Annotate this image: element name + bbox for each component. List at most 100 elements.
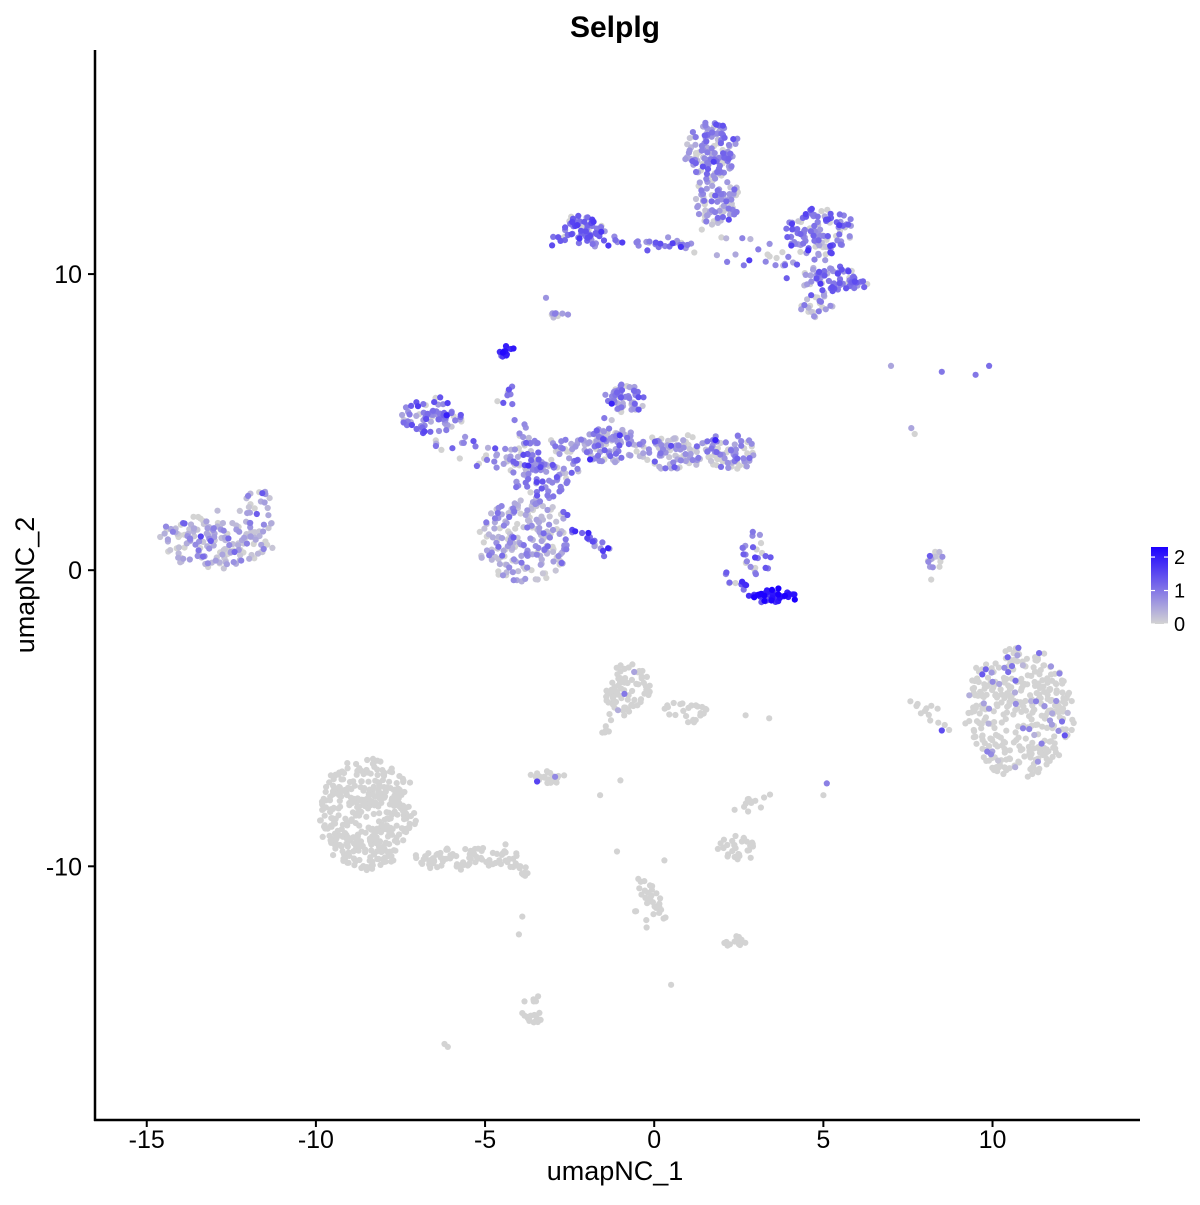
data-point bbox=[755, 246, 762, 253]
data-point bbox=[437, 854, 444, 861]
data-point bbox=[927, 717, 934, 724]
data-point bbox=[711, 150, 718, 157]
data-point bbox=[660, 915, 667, 922]
data-point bbox=[543, 574, 550, 582]
data-point bbox=[834, 270, 841, 277]
data-point bbox=[535, 544, 542, 552]
data-point bbox=[798, 306, 805, 313]
data-point bbox=[738, 438, 745, 445]
data-point bbox=[483, 519, 490, 526]
data-point bbox=[793, 261, 801, 268]
data-point bbox=[243, 540, 250, 547]
data-point bbox=[599, 539, 606, 546]
data-point bbox=[683, 713, 690, 720]
data-point bbox=[686, 147, 693, 154]
data-point bbox=[247, 524, 254, 531]
data-point bbox=[1005, 669, 1012, 676]
data-point bbox=[344, 765, 351, 772]
data-point bbox=[802, 271, 809, 278]
data-point bbox=[261, 499, 268, 506]
data-point bbox=[401, 788, 408, 796]
data-point bbox=[986, 362, 993, 369]
data-point bbox=[519, 1010, 526, 1017]
data-point bbox=[703, 218, 710, 225]
data-point bbox=[1055, 709, 1062, 716]
data-point bbox=[693, 461, 700, 468]
data-point bbox=[638, 675, 645, 682]
data-point bbox=[719, 214, 727, 221]
data-point bbox=[491, 525, 498, 532]
data-point bbox=[704, 438, 711, 445]
data-point bbox=[752, 571, 760, 578]
data-point bbox=[568, 469, 575, 476]
data-point bbox=[971, 677, 978, 685]
data-point bbox=[751, 594, 758, 601]
data-point bbox=[647, 894, 654, 902]
data-point bbox=[538, 537, 545, 545]
data-point bbox=[512, 525, 519, 532]
data-point bbox=[483, 452, 490, 459]
data-point bbox=[500, 522, 507, 529]
data-point bbox=[1039, 723, 1046, 730]
data-point bbox=[972, 733, 979, 740]
data-point bbox=[756, 531, 764, 539]
data-point bbox=[1000, 738, 1007, 745]
data-point bbox=[511, 500, 518, 507]
data-point bbox=[721, 455, 728, 462]
data-point bbox=[562, 536, 569, 543]
data-point bbox=[564, 311, 572, 318]
data-point bbox=[353, 760, 360, 768]
data-point bbox=[402, 404, 410, 411]
data-point bbox=[692, 134, 699, 141]
data-point bbox=[516, 430, 523, 437]
x-axis-ticks: -15 -10 -5 0 5 10 bbox=[129, 1120, 1006, 1154]
data-point bbox=[231, 548, 238, 556]
data-point bbox=[581, 218, 588, 225]
data-point bbox=[520, 542, 527, 549]
data-point bbox=[539, 570, 547, 577]
data-point bbox=[369, 858, 376, 865]
data-point bbox=[736, 853, 743, 860]
data-point bbox=[486, 552, 493, 559]
data-point bbox=[175, 554, 182, 561]
data-point bbox=[725, 141, 733, 149]
data-point bbox=[437, 394, 444, 401]
data-point bbox=[230, 559, 237, 566]
data-point bbox=[1028, 698, 1035, 705]
data-point bbox=[536, 524, 543, 532]
data-point bbox=[510, 577, 517, 584]
data-point bbox=[992, 741, 999, 748]
data-point bbox=[367, 770, 374, 777]
data-point bbox=[808, 205, 815, 212]
data-point bbox=[680, 444, 687, 451]
data-point bbox=[1012, 764, 1019, 771]
data-point bbox=[1026, 726, 1033, 733]
data-point bbox=[717, 140, 725, 147]
data-point bbox=[585, 440, 592, 447]
data-point bbox=[376, 846, 383, 853]
data-point bbox=[572, 528, 579, 535]
data-point bbox=[253, 510, 260, 518]
data-point bbox=[473, 853, 480, 861]
data-point bbox=[699, 440, 706, 447]
data-point bbox=[499, 552, 506, 559]
data-point bbox=[989, 737, 996, 744]
data-point bbox=[381, 769, 388, 777]
data-point bbox=[399, 411, 406, 419]
data-point bbox=[768, 597, 775, 604]
data-point bbox=[693, 168, 700, 176]
data-point bbox=[1046, 757, 1053, 765]
data-point bbox=[219, 551, 226, 558]
data-point bbox=[775, 591, 782, 598]
data-point bbox=[335, 790, 342, 797]
data-point bbox=[729, 848, 736, 855]
data-point bbox=[973, 702, 980, 709]
data-point bbox=[721, 134, 728, 141]
data-point bbox=[375, 803, 382, 810]
data-point bbox=[762, 553, 769, 560]
data-point bbox=[693, 448, 700, 455]
data-point bbox=[979, 745, 986, 752]
y-tick-label: 10 bbox=[54, 261, 82, 289]
data-point bbox=[502, 857, 509, 864]
